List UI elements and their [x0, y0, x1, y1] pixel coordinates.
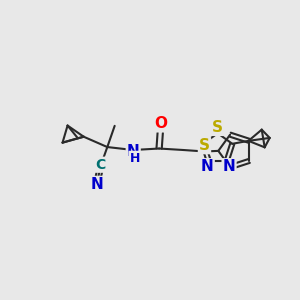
- Text: N: N: [91, 177, 104, 192]
- Text: N: N: [223, 159, 236, 174]
- Text: N: N: [201, 159, 214, 174]
- Text: S: S: [199, 138, 210, 153]
- Text: S: S: [212, 120, 223, 135]
- Text: H: H: [130, 152, 140, 165]
- Text: O: O: [154, 116, 167, 131]
- Text: N: N: [127, 144, 140, 159]
- Text: C: C: [96, 158, 106, 172]
